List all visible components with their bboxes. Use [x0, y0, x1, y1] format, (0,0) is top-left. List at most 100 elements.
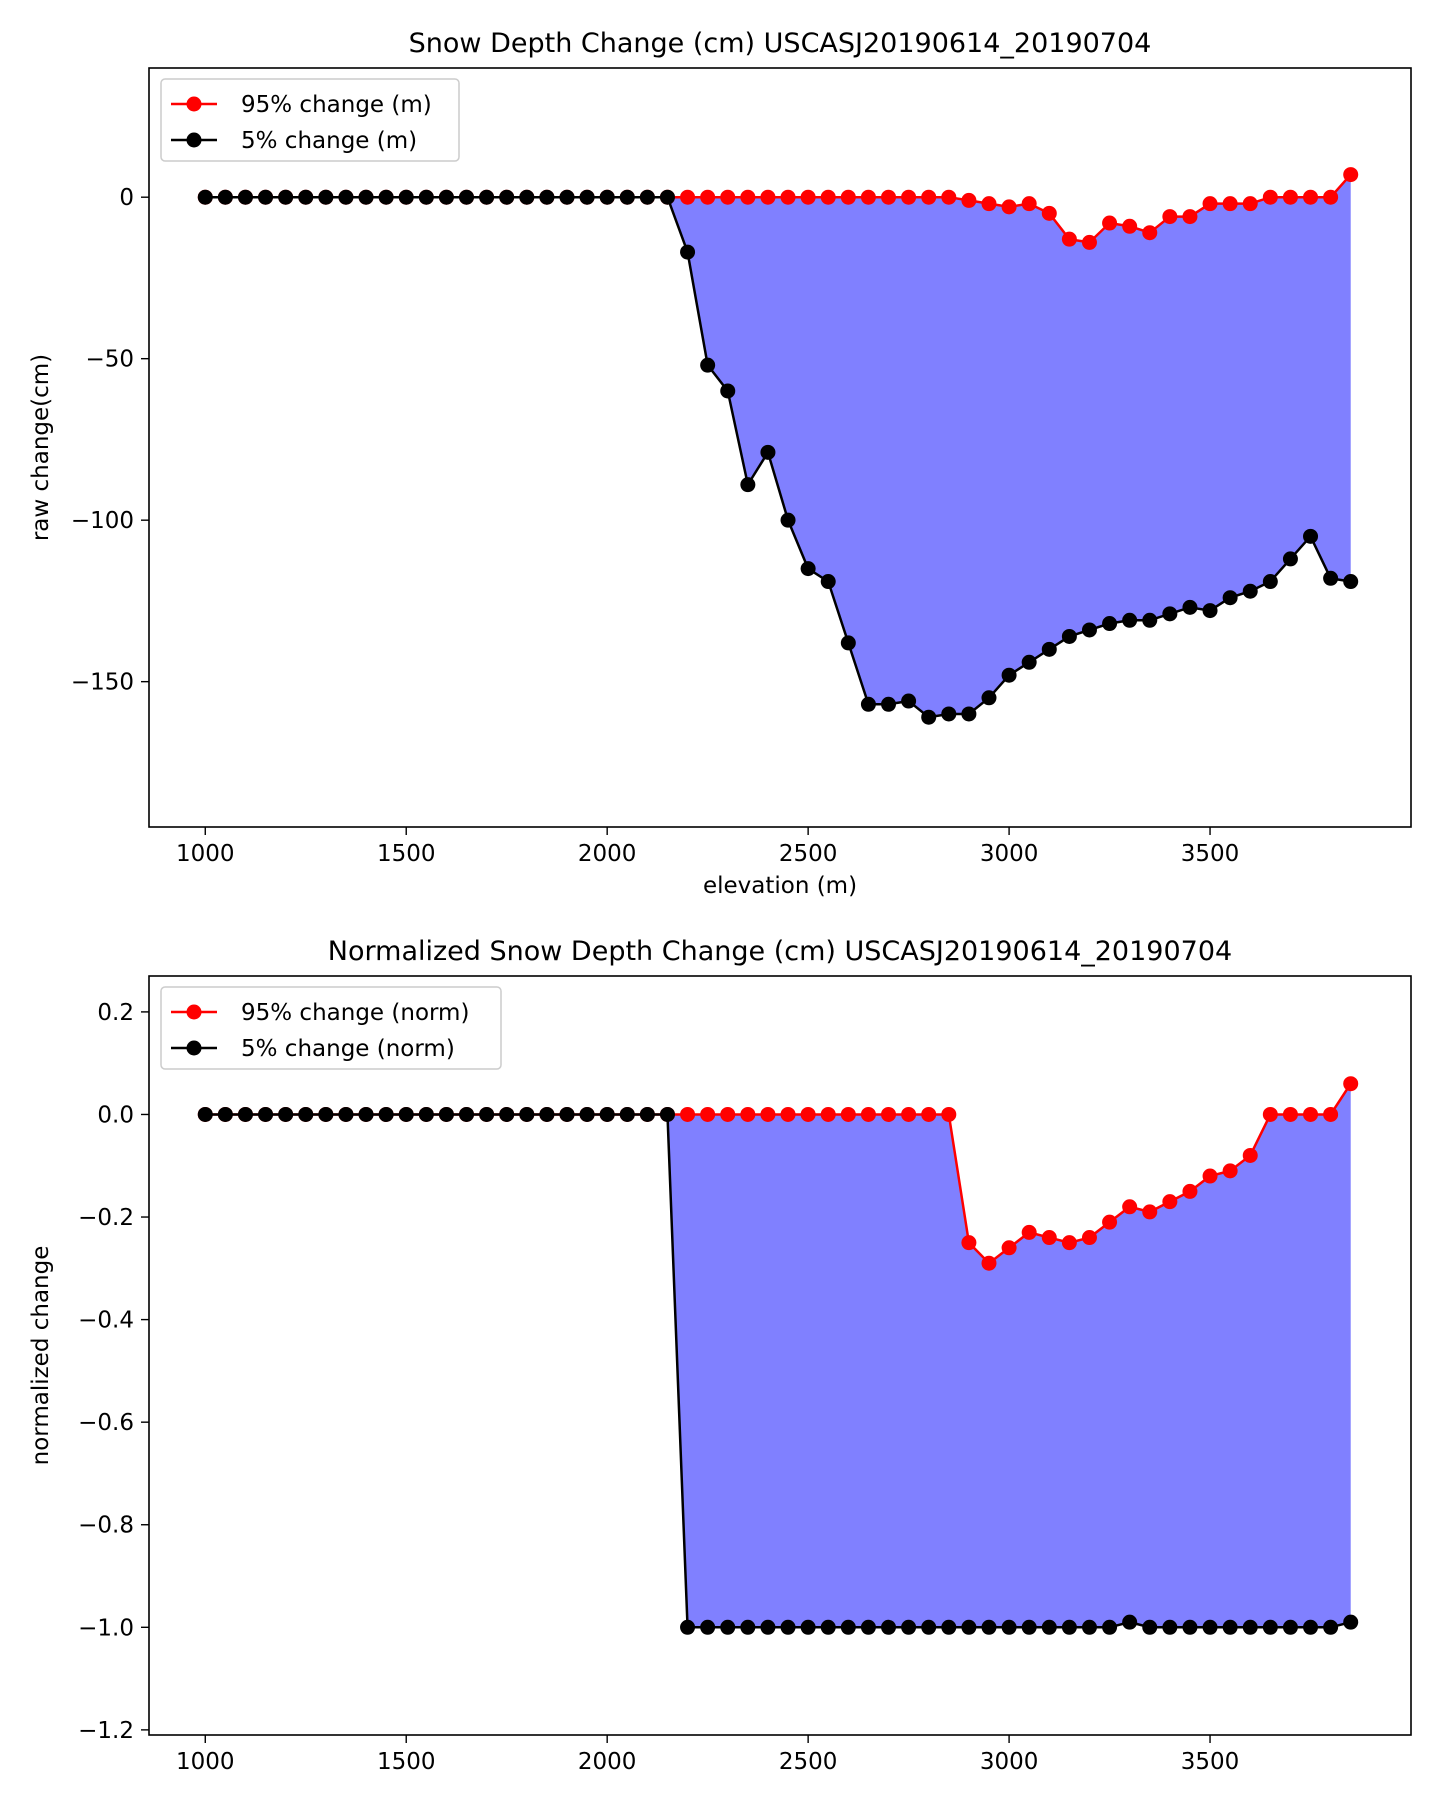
data-point [780, 189, 796, 205]
data-point [740, 189, 756, 205]
y-tick-label: −1.2 [78, 1718, 134, 1744]
data-point [1081, 234, 1097, 250]
data-point [499, 1106, 515, 1122]
data-point [740, 1106, 756, 1122]
data-point [1262, 574, 1278, 590]
data-point [720, 1619, 736, 1635]
fill-between-area [205, 174, 1351, 718]
data-point [720, 1106, 736, 1122]
data-point [237, 1106, 253, 1122]
data-point [840, 1619, 856, 1635]
data-point [881, 696, 897, 712]
data-point [1323, 570, 1339, 586]
data-point [1041, 641, 1057, 657]
data-point [1102, 215, 1118, 231]
data-point [961, 706, 977, 722]
data-point [358, 189, 374, 205]
legend-marker [186, 132, 202, 148]
legend-box [160, 78, 460, 162]
data-point [1202, 196, 1218, 212]
data-point [1202, 603, 1218, 619]
data-point [981, 1255, 997, 1271]
data-point [1222, 196, 1238, 212]
data-point [599, 189, 615, 205]
data-point [680, 1619, 696, 1635]
data-point [881, 189, 897, 205]
data-point [258, 1106, 274, 1122]
data-point [981, 196, 997, 212]
y-tick-label: −50 [85, 347, 134, 373]
data-point [459, 1106, 475, 1122]
data-point [1142, 1204, 1158, 1220]
data-point [921, 1106, 937, 1122]
data-point [881, 1619, 897, 1635]
data-point [820, 1106, 836, 1122]
data-point [1021, 1224, 1037, 1240]
x-tick-label: 1500 [377, 841, 436, 867]
data-point [961, 1235, 977, 1251]
legend-label: 95% change (norm) [241, 1000, 469, 1026]
data-point [217, 189, 233, 205]
y-tick-label: 0.2 [97, 1000, 134, 1026]
data-point [1081, 1619, 1097, 1635]
data-point [1222, 1619, 1238, 1635]
data-point [1162, 1194, 1178, 1210]
data-point [700, 357, 716, 373]
data-point [760, 1106, 776, 1122]
data-point [559, 189, 575, 205]
data-point [1041, 1230, 1057, 1246]
data-point [680, 189, 696, 205]
x-tick-label: 2000 [578, 1749, 637, 1775]
data-point [1142, 1619, 1158, 1635]
data-point [780, 1619, 796, 1635]
data-point [237, 189, 253, 205]
x-axis-label: elevation (m) [703, 873, 857, 899]
data-point [459, 189, 475, 205]
data-point [981, 690, 997, 706]
data-point [1222, 1163, 1238, 1179]
data-point [760, 1619, 776, 1635]
data-point [479, 189, 495, 205]
data-point [720, 383, 736, 399]
data-point [1343, 167, 1359, 183]
data-point [1162, 606, 1178, 622]
axes-frame [148, 67, 1412, 828]
data-point [1081, 1230, 1097, 1246]
data-point [820, 1619, 836, 1635]
data-point [539, 189, 555, 205]
data-point [318, 1106, 334, 1122]
data-point [1343, 1076, 1359, 1092]
data-point [1102, 1214, 1118, 1230]
data-point [860, 696, 876, 712]
data-point [298, 1106, 314, 1122]
data-point [1323, 1106, 1339, 1122]
data-point [539, 1106, 555, 1122]
data-point [1001, 199, 1017, 215]
data-point [418, 189, 434, 205]
data-point [780, 1106, 796, 1122]
data-point [1323, 189, 1339, 205]
data-point [820, 574, 836, 590]
data-point [1222, 590, 1238, 606]
data-point [579, 189, 595, 205]
data-point [1021, 654, 1037, 670]
x-tick-label: 2000 [578, 841, 637, 867]
data-point [700, 1619, 716, 1635]
data-point [740, 477, 756, 493]
data-point [921, 1619, 937, 1635]
legend-label: 5% change (m) [241, 128, 417, 154]
y-tick-label: −150 [71, 670, 134, 696]
data-point [1001, 667, 1017, 683]
chart-title: Snow Depth Change (cm) USCASJ20190614_20… [409, 28, 1152, 59]
data-point [860, 1619, 876, 1635]
x-tick-label: 3500 [1181, 841, 1240, 867]
legend-label: 5% change (norm) [241, 1036, 455, 1062]
data-point [700, 1106, 716, 1122]
data-point [278, 189, 294, 205]
y-tick-label: −0.6 [78, 1410, 134, 1436]
data-point [1061, 1235, 1077, 1251]
legend-marker [186, 1040, 202, 1056]
data-point [1182, 1183, 1198, 1199]
data-point [1041, 205, 1057, 221]
